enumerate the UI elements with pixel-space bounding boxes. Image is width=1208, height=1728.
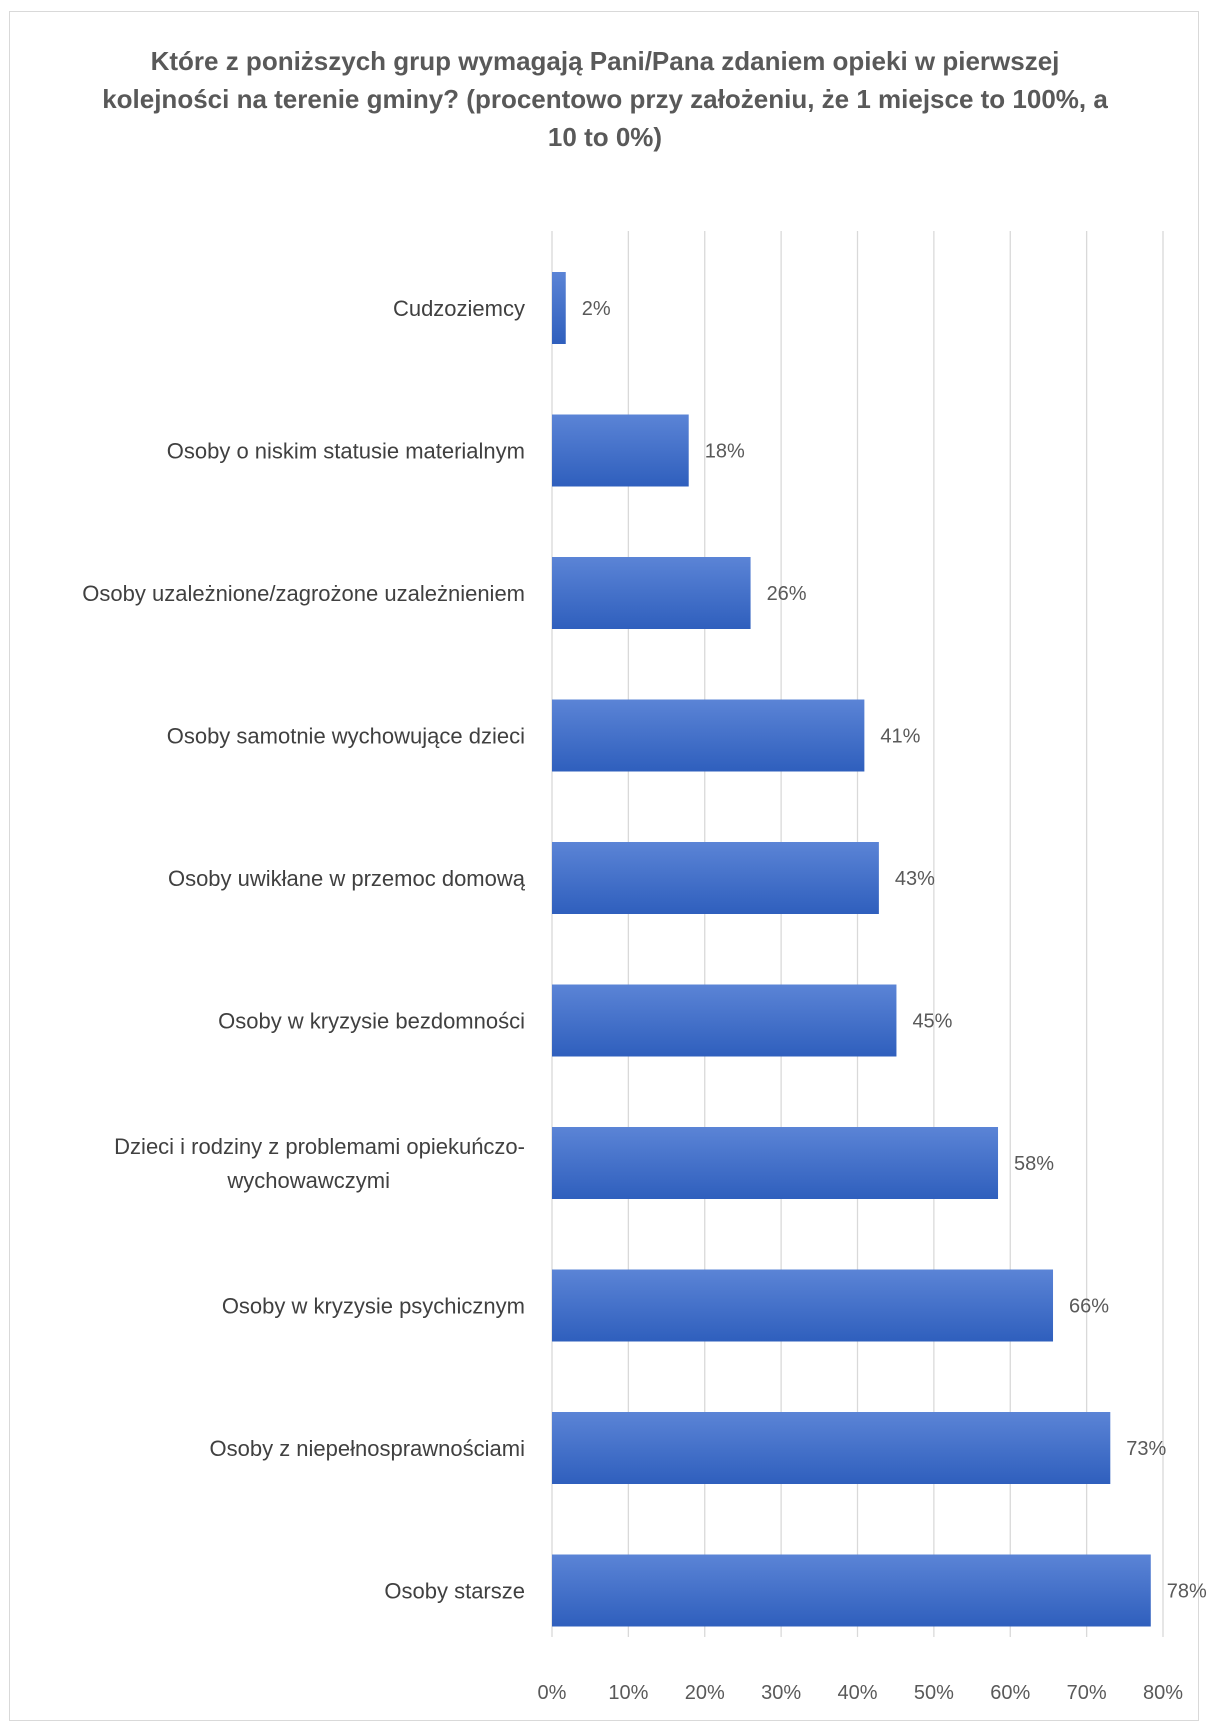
x-axis-tick-labels: 0% 10% 20% 30% 40% 50% 60% 70% 80%	[538, 1682, 1184, 1704]
bar	[552, 1127, 999, 1199]
x-tick-label: 0%	[538, 1682, 567, 1704]
bar	[552, 414, 689, 487]
chart-title: Które z poniższych grup wymagają Pani/Pa…	[102, 46, 1108, 152]
x-tick-label: 60%	[990, 1682, 1030, 1704]
category-label: Cudzoziemcy	[393, 296, 525, 321]
bar	[552, 1412, 1111, 1484]
data-label: 18%	[705, 441, 745, 463]
data-label: 78%	[1167, 1581, 1207, 1603]
category-label: Osoby o niskim statusie materialnym	[167, 439, 525, 464]
data-label: 2%	[582, 298, 611, 320]
data-label: 41%	[880, 726, 920, 748]
data-label: 26%	[767, 583, 807, 605]
category-label: Osoby starsze	[384, 1579, 525, 1604]
data-labels: 2% 18% 26% 41% 43% 45% 58% 66% 73% 78%	[582, 298, 1207, 1603]
data-label: 43%	[895, 868, 935, 890]
x-tick-label: 40%	[837, 1682, 877, 1704]
x-tick-label: 10%	[608, 1682, 648, 1704]
x-tick-label: 30%	[761, 1682, 801, 1704]
data-label: 66%	[1069, 1296, 1109, 1318]
category-label: Dzieci i rodziny z problemami opiekuńczo…	[114, 1134, 525, 1193]
category-label: Osoby z niepełnosprawnościami	[210, 1436, 526, 1461]
data-label: 73%	[1126, 1438, 1166, 1460]
bar	[552, 557, 751, 629]
bar	[552, 984, 897, 1057]
data-label: 58%	[1014, 1153, 1054, 1175]
x-tick-label: 20%	[685, 1682, 725, 1704]
x-tick-label: 50%	[914, 1682, 954, 1704]
bars	[552, 272, 1151, 1627]
category-label: Osoby samotnie wychowujące dzieci	[167, 724, 525, 749]
bar	[552, 1554, 1151, 1627]
category-labels: Cudzoziemcy Osoby o niskim statusie mater…	[82, 296, 525, 1604]
x-tick-label: 70%	[1067, 1682, 1107, 1704]
data-label: 45%	[912, 1011, 952, 1033]
category-label: Osoby w kryzysie psychicznym	[222, 1294, 525, 1319]
category-label: Osoby w kryzysie bezdomności	[218, 1009, 525, 1034]
category-label: Osoby uwikłane w przemoc domową	[168, 866, 526, 891]
bar	[552, 1269, 1054, 1342]
category-label: Osoby uzależnione/zagrożone uzależnienie…	[82, 581, 525, 606]
bar	[552, 699, 865, 772]
bar	[552, 272, 566, 344]
x-tick-label: 80%	[1143, 1682, 1183, 1704]
bar	[552, 842, 879, 914]
